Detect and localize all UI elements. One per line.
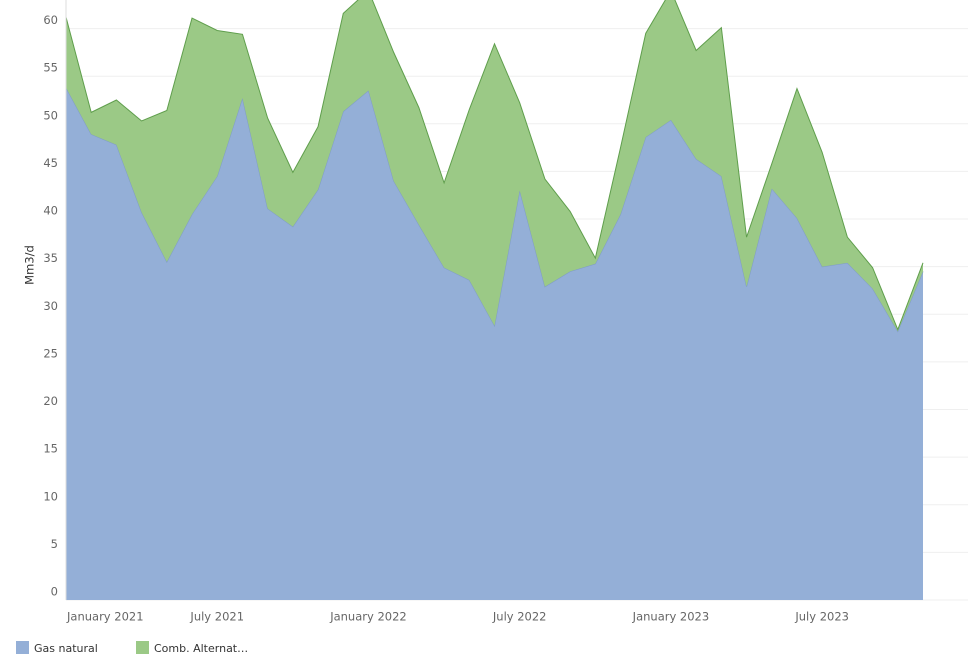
y-tick-label: 20	[43, 394, 58, 408]
x-tick-label: January 2021	[66, 610, 144, 624]
legend-swatch	[16, 641, 29, 654]
legend-label: Comb. Alternat…	[154, 642, 248, 655]
y-tick-label: 35	[43, 251, 58, 265]
y-tick-label: 50	[43, 108, 58, 122]
area	[66, 0, 923, 332]
y-tick-label: 15	[43, 442, 58, 456]
area	[66, 87, 923, 601]
y-axis-label: Mm3/d	[23, 245, 37, 285]
x-tick-label: July 2023	[794, 610, 849, 624]
legend-swatch	[136, 641, 149, 654]
x-tick-label: January 2023	[632, 610, 710, 624]
y-tick-label: 40	[43, 204, 58, 218]
y-tick-label: 55	[43, 61, 58, 75]
y-tick-label: 45	[43, 156, 58, 170]
y-tick-label: 5	[51, 537, 58, 551]
x-tick-label: January 2022	[329, 610, 407, 624]
y-tick-label: 10	[43, 489, 58, 503]
y-tick-label: 30	[43, 299, 58, 313]
y-tick-label: 25	[43, 346, 58, 360]
y-tick-label: 60	[43, 13, 58, 27]
x-tick-label: July 2021	[189, 610, 244, 624]
y-tick-label: 0	[51, 585, 58, 599]
x-tick-label: July 2022	[492, 610, 547, 624]
legend-label: Gas natural	[34, 642, 98, 655]
area-edge	[65, 0, 924, 331]
